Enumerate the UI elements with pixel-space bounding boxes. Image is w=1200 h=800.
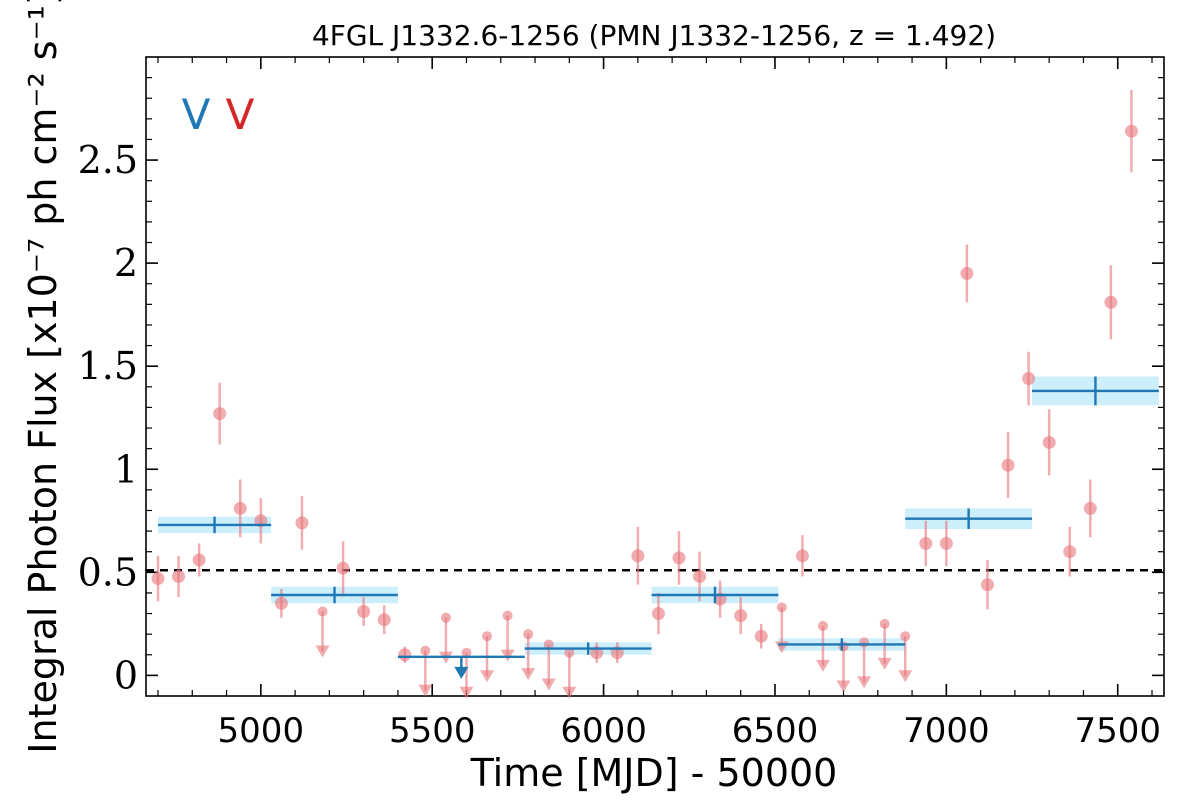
upper-limit-point: [900, 631, 911, 642]
long-bin-ul-arrow: [454, 666, 469, 679]
detection-point: [754, 629, 768, 643]
x-tick-label: 5500: [389, 711, 476, 751]
y-tick-label: 0: [114, 653, 138, 697]
upper-limit-arrow: [459, 686, 474, 699]
y-axis-label: Integral Photon Flux [x10⁻⁷ ph cm⁻² s⁻¹]: [21, 0, 65, 754]
detection-point: [631, 549, 645, 563]
detection-point: [1124, 124, 1138, 138]
detection-point: [1083, 501, 1097, 515]
detection-point: [295, 516, 309, 530]
upper-limit-arrow: [500, 649, 515, 662]
x-tick-label: 6500: [732, 711, 819, 751]
detection-point: [795, 549, 809, 563]
upper-limit-point: [564, 647, 575, 658]
upper-limit-point: [817, 620, 828, 631]
chart-title: 4FGL J1332.6-1256 (PMN J1332-1256, z = 1…: [312, 19, 996, 52]
upper-limit-arrow: [836, 680, 851, 693]
plot-frame: [145, 56, 1165, 697]
detection-point: [939, 536, 953, 550]
upper-limit-point: [543, 639, 554, 650]
detection-point: [980, 578, 994, 592]
y-tick-label: 0.5: [78, 550, 138, 594]
x-tick-label: 5000: [218, 711, 305, 751]
detection-point: [1022, 372, 1036, 386]
y-tick-label: 2: [114, 241, 138, 285]
upper-limit-arrow: [877, 657, 892, 670]
upper-limit-arrow: [857, 676, 872, 689]
y-tick-label: 1.5: [78, 344, 138, 388]
x-tick-label: 7500: [1074, 711, 1161, 751]
upper-limit-point: [461, 647, 472, 658]
upper-limit-arrow: [521, 668, 536, 681]
upper-limit-point: [879, 618, 890, 629]
detection-point: [1063, 545, 1077, 559]
detection-point: [357, 604, 371, 618]
upper-limit-point: [838, 641, 849, 652]
upper-limit-point: [420, 645, 431, 656]
detection-point: [693, 569, 707, 583]
upper-limit-arrow: [898, 670, 913, 683]
upper-limit-point: [523, 629, 534, 640]
x-axis-label: Time [MJD] - 50000: [470, 751, 838, 795]
legend-marker: V: [226, 90, 255, 139]
detection-point: [398, 648, 412, 662]
detection-point: [213, 407, 227, 421]
upper-limit-point: [776, 602, 787, 613]
detection-point: [233, 501, 247, 515]
x-tick-label: 6000: [560, 711, 647, 751]
y-tick-label: 2.5: [78, 138, 138, 182]
upper-limit-arrow: [315, 645, 330, 658]
upper-limit-arrow: [480, 670, 495, 683]
detection-point: [734, 609, 748, 623]
upper-limit-point: [440, 612, 451, 623]
upper-limit-point: [482, 631, 493, 642]
x-tick-label: 7000: [903, 711, 990, 751]
detection-point: [336, 561, 350, 575]
upper-limit-point: [859, 637, 870, 648]
detection-point: [151, 572, 165, 586]
upper-limit-arrow: [562, 686, 577, 699]
detection-point: [172, 569, 186, 583]
detection-point: [1104, 295, 1118, 309]
detection-point: [919, 536, 933, 550]
detection-point: [672, 551, 686, 565]
upper-limit-point: [502, 610, 513, 621]
detection-point: [377, 613, 391, 627]
detection-point: [274, 596, 288, 610]
y-tick-label: 1: [114, 447, 138, 491]
upper-limit-arrow: [815, 659, 830, 672]
upper-limit-point: [317, 606, 328, 617]
detection-point: [1001, 458, 1015, 472]
upper-limit-arrow: [541, 678, 556, 691]
detection-point: [192, 553, 206, 567]
detection-point: [1042, 435, 1056, 449]
plot-area: 5000 5500 6000 6500 7000 7500 0 0.5 1 1.5 2 2.5 V V: [78, 56, 1165, 751]
legend-marker: V: [182, 90, 211, 139]
upper-limit-arrow: [418, 684, 433, 697]
detection-point: [651, 607, 665, 621]
detection-point: [960, 266, 974, 280]
